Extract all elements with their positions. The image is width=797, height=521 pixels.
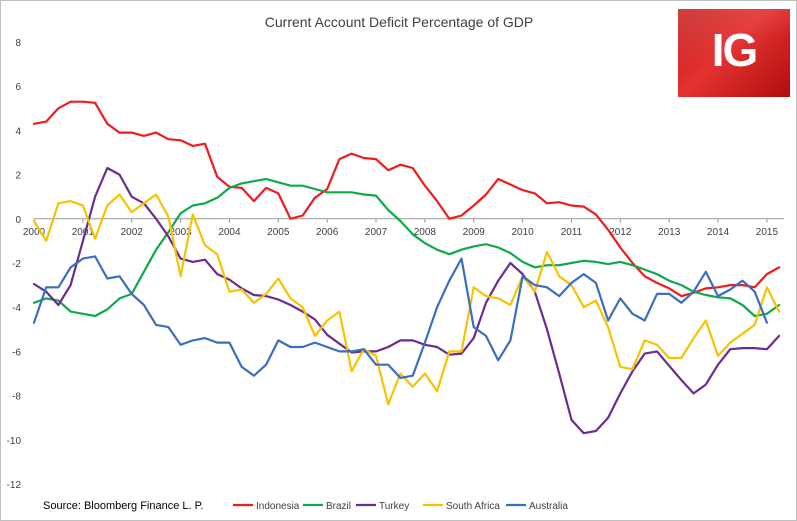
- y-tick-label: 2: [15, 171, 21, 182]
- x-tick-label: 2001: [72, 227, 95, 238]
- x-tick-label: 2012: [609, 227, 632, 238]
- x-tick-label: 2011: [561, 227, 583, 238]
- x-tick-label: 2014: [707, 227, 730, 238]
- ig-logo: IG: [678, 9, 790, 97]
- x-tick-label: 2006: [316, 227, 339, 238]
- x-tick-label: 2008: [414, 227, 437, 238]
- x-tick-label: 2013: [658, 227, 681, 238]
- logo-text: IG: [711, 24, 759, 76]
- series-lines: [32, 100, 781, 435]
- y-tick-label: 4: [15, 126, 21, 137]
- y-tick-label: 6: [15, 82, 21, 93]
- series-line-south-africa: [32, 193, 781, 406]
- x-tick-label: 2015: [756, 227, 779, 238]
- x-tick-label: 2002: [121, 227, 144, 238]
- y-tick-label: 8: [15, 38, 21, 49]
- series-line-australia: [32, 255, 769, 379]
- y-tick-label: -8: [12, 392, 21, 403]
- x-tick-label: 2005: [267, 227, 290, 238]
- x-tick-label: 2000: [23, 227, 46, 238]
- legend-label: Brazil: [326, 501, 351, 512]
- legend: Indonesia Brazil Turkey South Africa Austral…: [233, 501, 568, 512]
- y-tick-label: -10: [7, 436, 22, 447]
- x-tick-label: 2010: [511, 227, 534, 238]
- x-tick-label: 2009: [463, 227, 486, 238]
- y-tick-label: 0: [15, 215, 21, 226]
- y-tick-labels: 8 6 4 2 0 -2 -4 -6 -8 -10 -12: [7, 38, 22, 491]
- x-tick-label: 2004: [218, 227, 241, 238]
- legend-label: Australia: [529, 501, 568, 512]
- y-tick-label: -2: [12, 259, 21, 270]
- x-tick-label: 2007: [365, 227, 388, 238]
- chart-title: Current Account Deficit Percentage of GD…: [265, 14, 533, 30]
- series-line-indonesia: [32, 100, 781, 298]
- y-tick-label: -12: [7, 480, 22, 491]
- x-tick-label: 2003: [169, 227, 192, 238]
- legend-label: Turkey: [379, 501, 409, 512]
- series-line-brazil: [32, 177, 781, 318]
- y-tick-label: -6: [12, 347, 21, 358]
- source-note: Source: Bloomberg Finance L. P.: [43, 500, 204, 512]
- y-tick-label: -4: [12, 303, 21, 314]
- legend-label: South Africa: [446, 501, 500, 512]
- x-tick-labels: 2000 2001 2002 2003 2004 2005 2006 2007 2008 2009…: [23, 218, 779, 238]
- series-line-turkey: [32, 166, 781, 435]
- legend-label: Indonesia: [256, 501, 300, 512]
